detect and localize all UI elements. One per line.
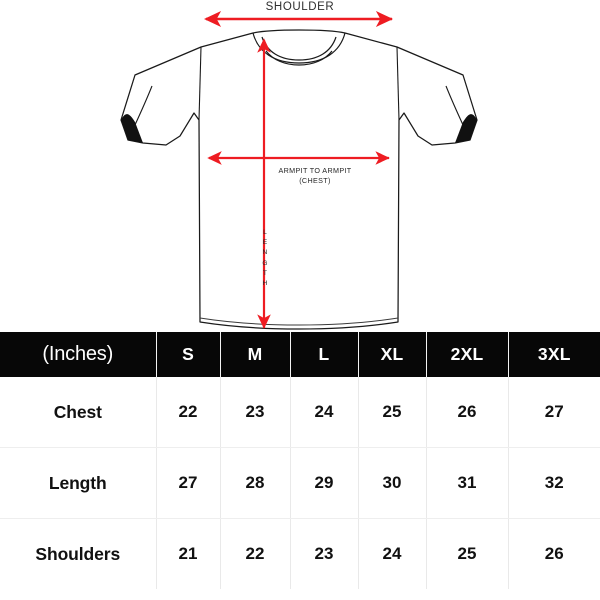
table-row: Chest 22 23 24 25 26 27	[0, 377, 600, 448]
tshirt-outline	[120, 29, 478, 330]
tshirt-illustration	[120, 10, 478, 330]
length-letter: T	[262, 269, 268, 277]
shoulder-label: SHOULDER	[265, 1, 335, 13]
right-cuff-shadow	[455, 114, 477, 143]
header-row: (Inches) S M L XL 2XL 3XL	[0, 332, 600, 377]
cell-shoulders-m: 22	[220, 518, 291, 589]
cell-shoulders-3xl: 26	[508, 518, 600, 589]
cell-chest-2xl: 26	[426, 377, 509, 448]
cell-length-m: 28	[220, 447, 291, 519]
left-cuff-shadow	[121, 114, 143, 143]
table-header: (Inches) S M L XL 2XL 3XL	[0, 332, 600, 377]
tshirt-diagram: SHOULDER ARMPIT TO ARMPIT (CHEST) L E N …	[120, 1, 478, 330]
header-size-3xl: 3XL	[508, 332, 600, 377]
cell-length-xl: 30	[358, 447, 427, 519]
length-label: L E N G T H	[258, 228, 272, 289]
length-letter: L	[263, 229, 267, 236]
cell-chest-3xl: 27	[508, 377, 600, 448]
cell-length-s: 27	[156, 447, 221, 519]
header-size-l: L	[290, 332, 359, 377]
hem-line	[199, 317, 399, 326]
header-size-m: M	[220, 332, 291, 377]
header-size-xl: XL	[358, 332, 427, 377]
header-size-s: S	[156, 332, 221, 377]
header-size-2xl: 2XL	[426, 332, 509, 377]
chest-label-line2: (CHEST)	[299, 175, 331, 185]
shoulder-seams	[198, 46, 400, 121]
cell-chest-m: 23	[220, 377, 291, 448]
table-row: Shoulders 21 22 23 24 25 26	[0, 518, 600, 589]
table-row: Length 27 28 29 30 31 32	[0, 447, 600, 519]
cell-length-2xl: 31	[426, 447, 509, 519]
cell-shoulders-l: 23	[290, 518, 359, 589]
length-letter: H	[262, 280, 268, 288]
cell-chest-l: 24	[290, 377, 359, 448]
length-letter: N	[262, 249, 268, 257]
cell-shoulders-s: 21	[156, 518, 221, 589]
cell-shoulders-xl: 24	[358, 518, 427, 589]
row-label-chest: Chest	[0, 377, 157, 448]
chest-label-line1: ARMPIT TO ARMPIT	[278, 166, 352, 175]
table-body: Chest 22 23 24 25 26 27 Length 27 28 29 …	[0, 377, 600, 589]
row-label-shoulders: Shoulders	[0, 518, 157, 589]
cell-chest-xl: 25	[358, 377, 427, 448]
length-letter: G	[262, 259, 268, 267]
chest-label: ARMPIT TO ARMPIT (CHEST)	[240, 166, 390, 185]
size-chart-table: (Inches) S M L XL 2XL 3XL Chest 22 23 24…	[0, 332, 600, 589]
length-letter: E	[262, 239, 268, 247]
cell-shoulders-2xl: 25	[426, 518, 509, 589]
cell-length-l: 29	[290, 447, 359, 519]
cell-length-3xl: 32	[508, 447, 600, 519]
header-unit: (Inches)	[0, 332, 157, 377]
cell-chest-s: 22	[156, 377, 221, 448]
row-label-length: Length	[0, 447, 157, 519]
